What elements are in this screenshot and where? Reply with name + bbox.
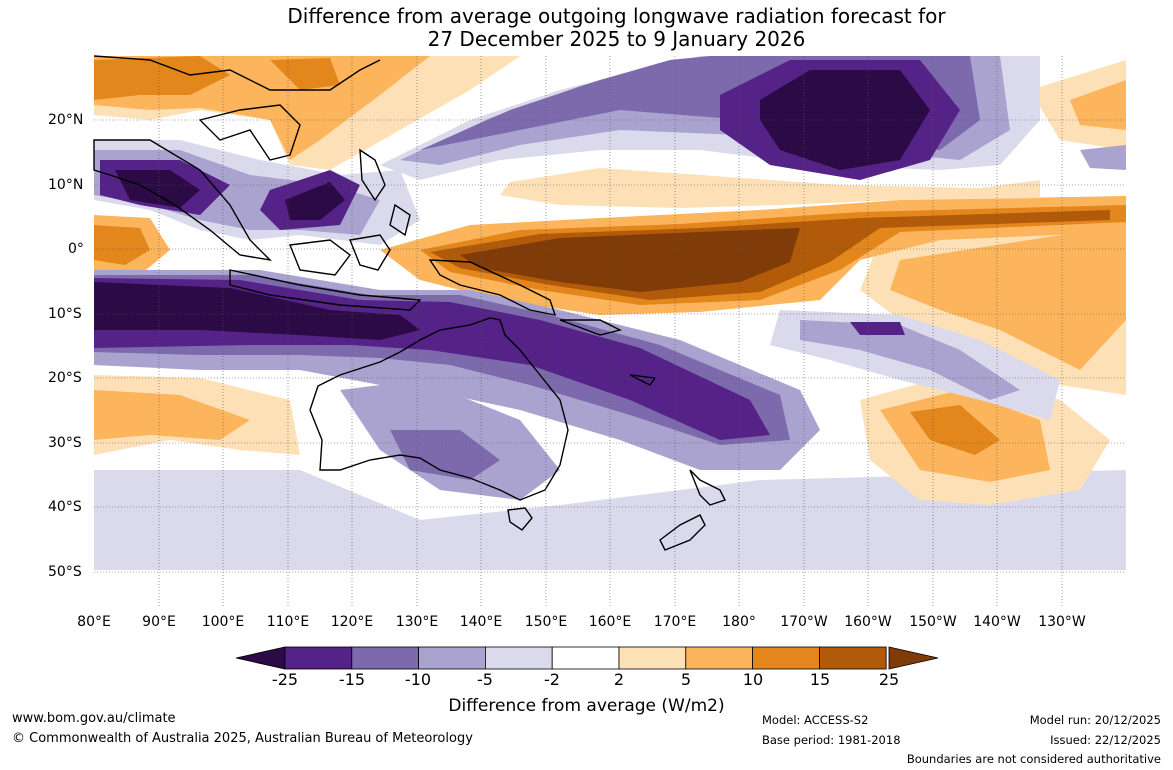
website-link[interactable]: www.bom.gov.au/climate: [12, 711, 176, 726]
colorbar-extend-low: [235, 646, 286, 670]
colorbar-segment: [351, 646, 419, 670]
colorbar-segment: [685, 646, 753, 670]
x-tick-label: 180°: [722, 614, 756, 630]
x-tick-label: 140°E: [459, 614, 503, 630]
map-title-line-2: 27 December 2025 to 9 January 2026: [427, 27, 806, 51]
colorbar-segment: [618, 646, 687, 670]
x-tick-label: 160°W: [844, 614, 892, 630]
y-tick-label: 50°S: [48, 564, 82, 580]
y-tick-label: 30°S: [48, 435, 82, 451]
anomaly-field: [94, 56, 1126, 606]
y-tick-label: 10°N: [48, 177, 84, 193]
colorbar-tick-label: 15: [809, 670, 831, 689]
colorbar-title: Difference from average (W/m2): [448, 696, 725, 716]
x-tick-label: 140°W: [973, 614, 1021, 630]
model-name: Model: ACCESS-S2: [762, 713, 869, 727]
x-tick-label: 170°E: [653, 614, 697, 630]
colorbar-tick-label: -25: [271, 670, 299, 689]
x-tick-label: 150°E: [524, 614, 568, 630]
x-tick-label: 130°W: [1038, 614, 1086, 630]
y-tick-label: 20°N: [48, 112, 84, 128]
colorbar-tick-label: -15: [338, 670, 366, 689]
colorbar-tick-label: -5: [477, 670, 493, 689]
colorbar-segment: [819, 646, 887, 670]
x-tick-label: 130°E: [395, 614, 439, 630]
model-run-date: Model run: 20/12/2025: [1029, 713, 1161, 727]
y-tick-label: 0°: [68, 241, 84, 257]
colorbar-tick-label: -2: [544, 670, 560, 689]
x-tick-label: 90°E: [142, 614, 176, 630]
colorbar-tick-label: 2: [613, 670, 625, 689]
colorbar-segment: [484, 646, 553, 670]
colorbar-segment: [752, 646, 820, 670]
x-tick-label: 80°E: [77, 614, 111, 630]
y-tick-label: 10°S: [48, 306, 82, 322]
colorbar-tick-label: 25: [878, 670, 900, 689]
colorbar-segment: [418, 646, 486, 670]
colorbar-tick-label: 5: [680, 670, 692, 689]
boundary-disclaimer: Boundaries are not considered authoritat…: [906, 752, 1161, 766]
lat-lon-grid: [94, 56, 1126, 606]
copyright-notice: © Commonwealth of Australia 2025, Austra…: [12, 731, 473, 746]
colorbar-extend-high: [888, 646, 939, 670]
x-tick-label: 150°W: [909, 614, 957, 630]
colorbar: [235, 646, 939, 670]
x-tick-label: 100°E: [201, 614, 245, 630]
colorbar-tick-label: -10: [404, 670, 432, 689]
x-tick-label: 160°E: [588, 614, 632, 630]
coastlines: [93, 55, 726, 551]
map-title-line-1: Difference from average outgoing longwav…: [287, 4, 946, 28]
y-tick-label: 20°S: [48, 370, 82, 386]
colorbar-segment: [551, 646, 620, 670]
base-period: Base period: 1981-2018: [762, 733, 901, 747]
x-tick-label: 120°E: [330, 614, 374, 630]
issued-date: Issued: 22/12/2025: [1050, 733, 1161, 747]
colorbar-tick-label: 10: [742, 670, 764, 689]
colorbar-segment: [284, 646, 353, 670]
x-tick-label: 170°W: [780, 614, 828, 630]
x-tick-label: 110°E: [266, 614, 310, 630]
y-tick-label: 40°S: [48, 499, 82, 515]
